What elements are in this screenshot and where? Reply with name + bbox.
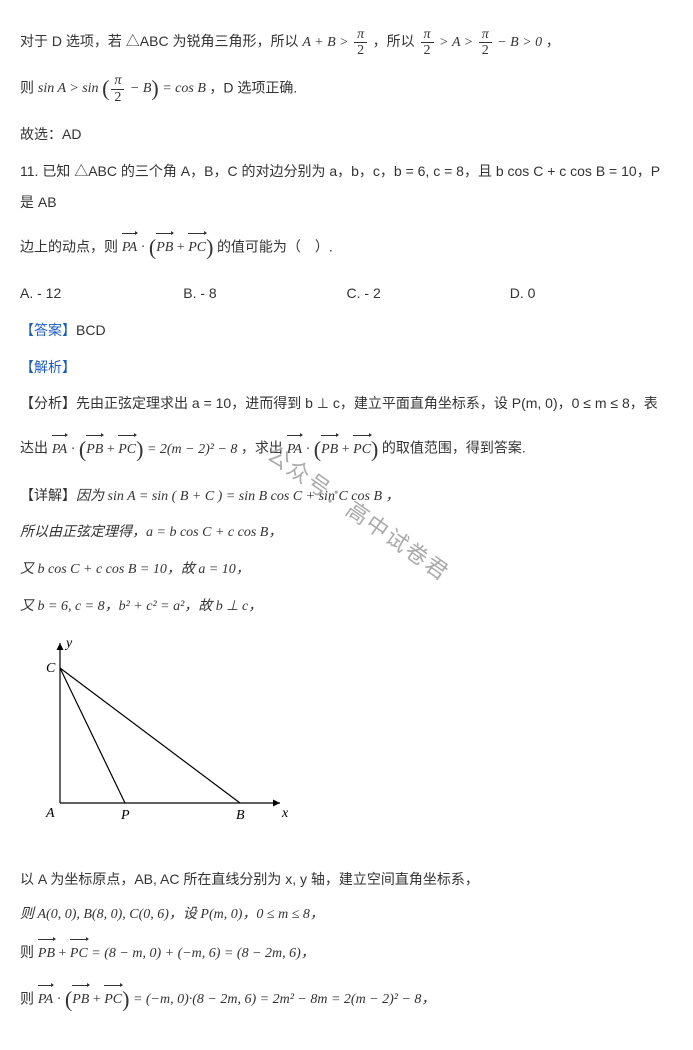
text: ，求出 — [241, 440, 287, 456]
math-expr: A + B > π2 — [302, 35, 372, 50]
svg-text:A: A — [45, 806, 55, 821]
choice-c: C. - 2 — [347, 278, 510, 309]
svg-text:C: C — [46, 661, 56, 676]
text: 又 b = 6, c = 8，b² + c² = a²，故 b ⊥ c， — [20, 592, 673, 623]
choices-row: A. - 12 B. - 8 C. - 2 D. 0 — [20, 278, 673, 309]
math-expr: PA · (PB + PC) — [287, 442, 382, 457]
math-expr: PA · (PB + PC) = (−m, 0)·(8 − 2m, 6) = 2… — [38, 992, 436, 1007]
triangle-figure: A B C Px y — [30, 633, 673, 854]
text: ，所以 — [373, 33, 419, 49]
text: 边上的动点，则 — [20, 238, 122, 254]
math-expr: PA · (PB + PC) = 2(m − 2)² − 8 — [52, 442, 241, 457]
text: 先由正弦定理求出 a = 10，进而得到 b ⊥ c，建立平面直角坐标系，设 P… — [76, 395, 658, 411]
text: 则 — [20, 944, 38, 960]
question-11: 11. 已知 △ABC 的三个角 A，B，C 的对边分别为 a，b，c，b = … — [20, 156, 673, 218]
text: 的值可能为（ ）. — [217, 238, 333, 254]
text: 以 A 为坐标原点，AB, AC 所在直线分别为 x, y 轴，建立空间直角坐标… — [20, 864, 673, 895]
svg-text:P: P — [120, 808, 130, 823]
text: 达出 — [20, 440, 52, 456]
svg-text:B: B — [236, 808, 245, 823]
fenxi-label: 【分析】 — [20, 395, 76, 411]
math-expr: sin A > sin (π2 − B) = cos B — [38, 81, 210, 96]
choice-d: D. 0 — [510, 278, 673, 309]
xiangjie-label: 【详解】 — [20, 487, 76, 503]
answer-text: BCD — [76, 322, 106, 338]
svg-text:y: y — [64, 636, 73, 651]
text: ， — [546, 33, 560, 49]
svg-text:x: x — [281, 806, 289, 821]
analysis-label: 【解析】 — [20, 352, 673, 383]
math-expr: π2 > A > π2 − B > 0 — [419, 35, 546, 50]
text: 又 b cos C + c cos B = 10，故 a = 10， — [20, 555, 673, 586]
text: 所以由正弦定理得，a = b cos C + c cos B， — [20, 518, 673, 549]
math-expr: PA · (PB + PC) — [122, 240, 217, 255]
text: 对于 D 选项，若 △ABC 为锐角三角形，所以 — [20, 33, 302, 49]
text: 则 — [20, 79, 38, 95]
text: ，D 选项正确. — [209, 79, 297, 95]
text: 则 — [20, 990, 38, 1006]
choice-a: A. - 12 — [20, 278, 183, 309]
choice-b: B. - 8 — [183, 278, 346, 309]
text: 则 A(0, 0), B(8, 0), C(0, 6)，设 P(m, 0)，0 … — [20, 900, 673, 931]
math-expr: PB + PC = (8 − m, 0) + (−m, 6) = (8 − 2m… — [38, 946, 315, 961]
text: 的取值范围，得到答案. — [382, 440, 526, 456]
conclusion: 故选：AD — [20, 119, 673, 150]
text: 因为 sin A = sin ( B + C ) = sin B cos C +… — [76, 489, 400, 504]
answer-label: 【答案】 — [20, 322, 76, 338]
